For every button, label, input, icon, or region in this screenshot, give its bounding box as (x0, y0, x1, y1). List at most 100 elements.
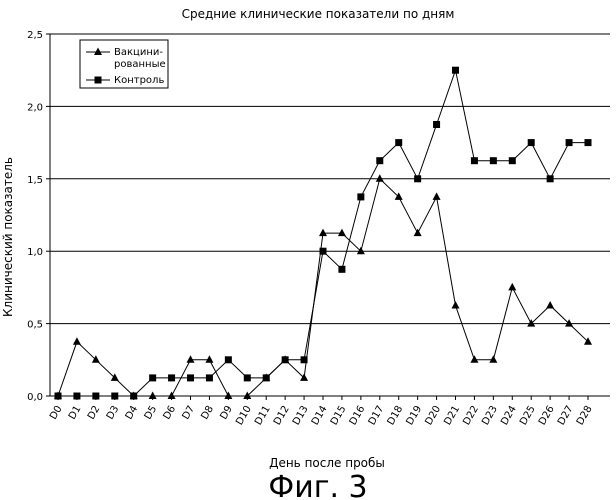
square-point (73, 393, 80, 400)
x-tick-label: D23 (480, 404, 500, 427)
triangle-point (187, 355, 195, 363)
x-tick-label: D22 (461, 404, 481, 427)
triangle-point (414, 229, 422, 237)
triangle-point (565, 319, 573, 327)
square-point (433, 121, 440, 128)
x-tick-label: D19 (404, 404, 424, 427)
square-point (244, 374, 251, 381)
square-point (471, 157, 478, 164)
legend-label: Вакцини- (114, 47, 163, 58)
x-tick-label: D27 (556, 404, 576, 427)
y-tick-label: 0,5 (27, 320, 43, 331)
square-point (528, 139, 535, 146)
x-tick-label: D25 (518, 404, 538, 427)
x-tick-label: D5 (143, 404, 160, 422)
chart-title: Средние клинические показатели по дням (182, 7, 455, 21)
series-vaccinated (54, 174, 592, 399)
x-tick-label: D3 (105, 404, 122, 422)
square-point (338, 266, 345, 273)
square-point (187, 374, 194, 381)
square-point (168, 374, 175, 381)
square-point (225, 356, 232, 363)
triangle-point (149, 392, 157, 400)
x-tick-label: D2 (86, 404, 103, 422)
square-point (395, 139, 402, 146)
square-point (130, 393, 137, 400)
triangle-point (376, 174, 384, 182)
triangle-point (470, 355, 478, 363)
triangle-point (168, 392, 176, 400)
square-point (566, 139, 573, 146)
square-point (149, 374, 156, 381)
x-tick-label: D11 (253, 404, 273, 427)
x-tick-label: D21 (442, 404, 462, 427)
x-tick-label: D13 (291, 404, 311, 427)
triangle-point (111, 373, 119, 381)
y-tick-label: 2,5 (27, 30, 43, 41)
legend: Вакцини-рованныеКонтроль (80, 40, 168, 88)
x-tick-label: D12 (272, 404, 292, 427)
series-line (58, 179, 588, 396)
x-axis-label: День после пробы (269, 456, 385, 470)
square-point (263, 374, 270, 381)
y-tick-labels: 0,0 0,5 1,0 1,5 2,0 2,5 (27, 30, 43, 403)
x-tick-label: D14 (310, 404, 330, 427)
triangle-point (584, 337, 592, 345)
square-point (490, 157, 497, 164)
x-tick-label: D7 (181, 404, 198, 422)
series-group (54, 67, 592, 400)
triangle-point (243, 392, 251, 400)
x-tick-labels: D0D1D2D3D4D5D6D7D8D9D10D11D12D13D14D15D1… (48, 404, 595, 427)
y-tick-label: 2,0 (27, 102, 43, 113)
x-tick-label: D1 (67, 404, 84, 422)
square-point (414, 175, 421, 182)
x-tick-label: D20 (423, 404, 443, 427)
y-axis-label: Клинический показатель (1, 157, 15, 317)
x-tick-label: D28 (575, 404, 595, 427)
triangle-point (546, 301, 554, 309)
triangle-point (433, 192, 441, 200)
triangle-point (224, 392, 232, 400)
triangle-point (319, 229, 327, 237)
x-tick-label: D17 (367, 404, 387, 427)
x-tick-label: D0 (48, 404, 65, 422)
square-point (55, 393, 62, 400)
x-tick-label: D18 (386, 404, 406, 427)
y-tick-label: 1,5 (27, 175, 43, 186)
y-tick-label: 0,0 (27, 392, 43, 403)
square-point (547, 175, 554, 182)
x-tick-label: D6 (162, 404, 179, 422)
triangle-point (395, 192, 403, 200)
x-tick-label: D24 (499, 404, 519, 427)
triangle-point (452, 301, 460, 309)
x-tick-label: D16 (348, 404, 368, 427)
legend-label: рованные (114, 59, 166, 70)
square-point (320, 248, 327, 255)
x-tick-label: D26 (537, 404, 557, 427)
square-point (357, 193, 364, 200)
square-point (509, 157, 516, 164)
y-tick-label: 1,0 (27, 247, 43, 258)
axes (46, 34, 610, 400)
x-tick-label: D4 (124, 404, 141, 422)
triangle-point (527, 319, 535, 327)
square-point (282, 356, 289, 363)
square-point (111, 393, 118, 400)
triangle-point (300, 373, 308, 381)
triangle-point (508, 283, 516, 291)
triangle-point (73, 337, 81, 345)
x-tick-label: D10 (234, 404, 254, 427)
square-point (376, 157, 383, 164)
x-tick-label: D8 (199, 404, 216, 422)
square-point (452, 67, 459, 74)
triangle-point (92, 355, 100, 363)
square-point (92, 393, 99, 400)
triangle-point (205, 355, 213, 363)
square-point (206, 374, 213, 381)
square-point (301, 356, 308, 363)
triangle-point (489, 355, 497, 363)
legend-square-marker (95, 77, 102, 84)
triangle-point (357, 247, 365, 255)
square-point (585, 139, 592, 146)
